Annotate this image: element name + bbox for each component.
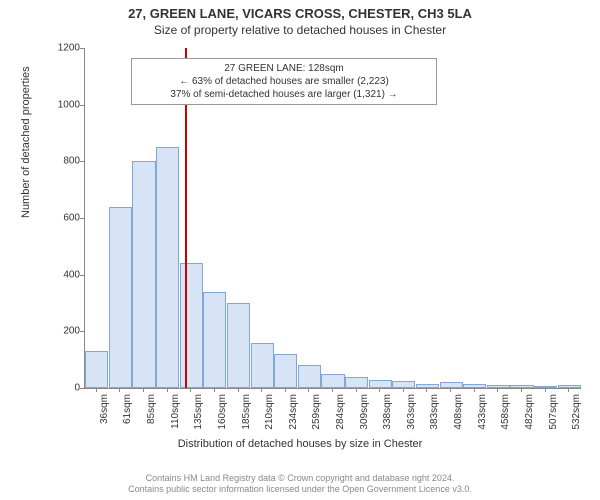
x-tick-mark xyxy=(521,388,522,392)
bar xyxy=(369,380,392,389)
x-tick-mark xyxy=(143,388,144,392)
x-tick-label: 36sqm xyxy=(99,394,121,424)
bar xyxy=(463,384,486,388)
x-tick-label: 532sqm xyxy=(571,394,593,430)
x-tick-mark xyxy=(356,388,357,392)
x-tick-label: 61sqm xyxy=(122,394,144,424)
x-tick-mark xyxy=(497,388,498,392)
x-tick-label: 383sqm xyxy=(429,394,451,430)
x-tick-mark xyxy=(308,388,309,392)
bar xyxy=(392,381,415,388)
y-tick-label: 600 xyxy=(50,213,80,224)
title-sub: Size of property relative to detached ho… xyxy=(0,21,600,37)
x-tick-label: 210sqm xyxy=(264,394,286,430)
x-tick-label: 309sqm xyxy=(359,394,381,430)
x-tick-mark xyxy=(119,388,120,392)
y-tick-label: 800 xyxy=(50,156,80,167)
bar xyxy=(85,351,108,388)
bar xyxy=(345,377,368,388)
x-tick-label: 259sqm xyxy=(311,394,333,430)
x-tick-mark xyxy=(190,388,191,392)
annotation-line-3: 37% of semi-detached houses are larger (… xyxy=(138,88,430,101)
footer-line-1: Contains HM Land Registry data © Crown c… xyxy=(0,473,600,485)
x-tick-mark xyxy=(96,388,97,392)
x-axis-label: Distribution of detached houses by size … xyxy=(0,438,600,450)
annotation-box: 27 GREEN LANE: 128sqm← 63% of detached h… xyxy=(131,58,437,105)
bar xyxy=(227,303,250,388)
x-tick-label: 482sqm xyxy=(524,394,546,430)
x-tick-mark xyxy=(426,388,427,392)
x-tick-label: 234sqm xyxy=(288,394,310,430)
attribution-footer: Contains HM Land Registry data © Crown c… xyxy=(0,473,600,496)
bar xyxy=(203,292,226,388)
x-tick-mark xyxy=(379,388,380,392)
y-tick-label: 0 xyxy=(50,383,80,394)
plot-area: 27 GREEN LANE: 128sqm← 63% of detached h… xyxy=(84,48,581,389)
bar xyxy=(180,263,203,388)
x-tick-label: 433sqm xyxy=(477,394,499,430)
y-tick-label: 200 xyxy=(50,326,80,337)
y-tick-label: 1000 xyxy=(50,99,80,110)
x-tick-mark xyxy=(261,388,262,392)
bar xyxy=(274,354,297,388)
bar xyxy=(132,161,155,388)
x-tick-mark xyxy=(285,388,286,392)
x-tick-mark xyxy=(403,388,404,392)
x-tick-label: 85sqm xyxy=(146,394,168,424)
x-tick-label: 458sqm xyxy=(500,394,522,430)
x-tick-label: 110sqm xyxy=(170,394,192,429)
bar xyxy=(109,207,132,388)
x-tick-mark xyxy=(238,388,239,392)
x-tick-label: 160sqm xyxy=(217,394,239,430)
x-tick-mark xyxy=(474,388,475,392)
x-tick-label: 284sqm xyxy=(335,394,357,430)
x-tick-label: 408sqm xyxy=(453,394,475,430)
x-tick-mark xyxy=(332,388,333,392)
x-tick-mark xyxy=(214,388,215,392)
y-tick-label: 1200 xyxy=(50,43,80,54)
title-main: 27, GREEN LANE, VICARS CROSS, CHESTER, C… xyxy=(0,0,600,21)
x-tick-label: 338sqm xyxy=(382,394,404,430)
x-tick-label: 135sqm xyxy=(193,394,215,430)
x-tick-label: 363sqm xyxy=(406,394,428,430)
x-tick-label: 507sqm xyxy=(548,394,570,430)
annotation-line-1: 27 GREEN LANE: 128sqm xyxy=(138,62,430,75)
bar xyxy=(156,147,179,388)
annotation-line-2: ← 63% of detached houses are smaller (2,… xyxy=(138,75,430,88)
bar xyxy=(321,374,344,388)
bar xyxy=(510,385,533,388)
x-tick-mark xyxy=(450,388,451,392)
chart-wrap: Number of detached properties 0200400600… xyxy=(50,48,580,408)
footer-line-2: Contains public sector information licen… xyxy=(0,484,600,496)
bar xyxy=(251,343,274,388)
bar xyxy=(298,365,321,388)
y-tick-label: 400 xyxy=(50,269,80,280)
chart-container: 27, GREEN LANE, VICARS CROSS, CHESTER, C… xyxy=(0,0,600,500)
x-tick-mark xyxy=(545,388,546,392)
x-tick-mark xyxy=(167,388,168,392)
y-axis-label: Number of detached properties xyxy=(20,66,32,218)
x-tick-label: 185sqm xyxy=(241,394,263,430)
x-tick-mark xyxy=(568,388,569,392)
